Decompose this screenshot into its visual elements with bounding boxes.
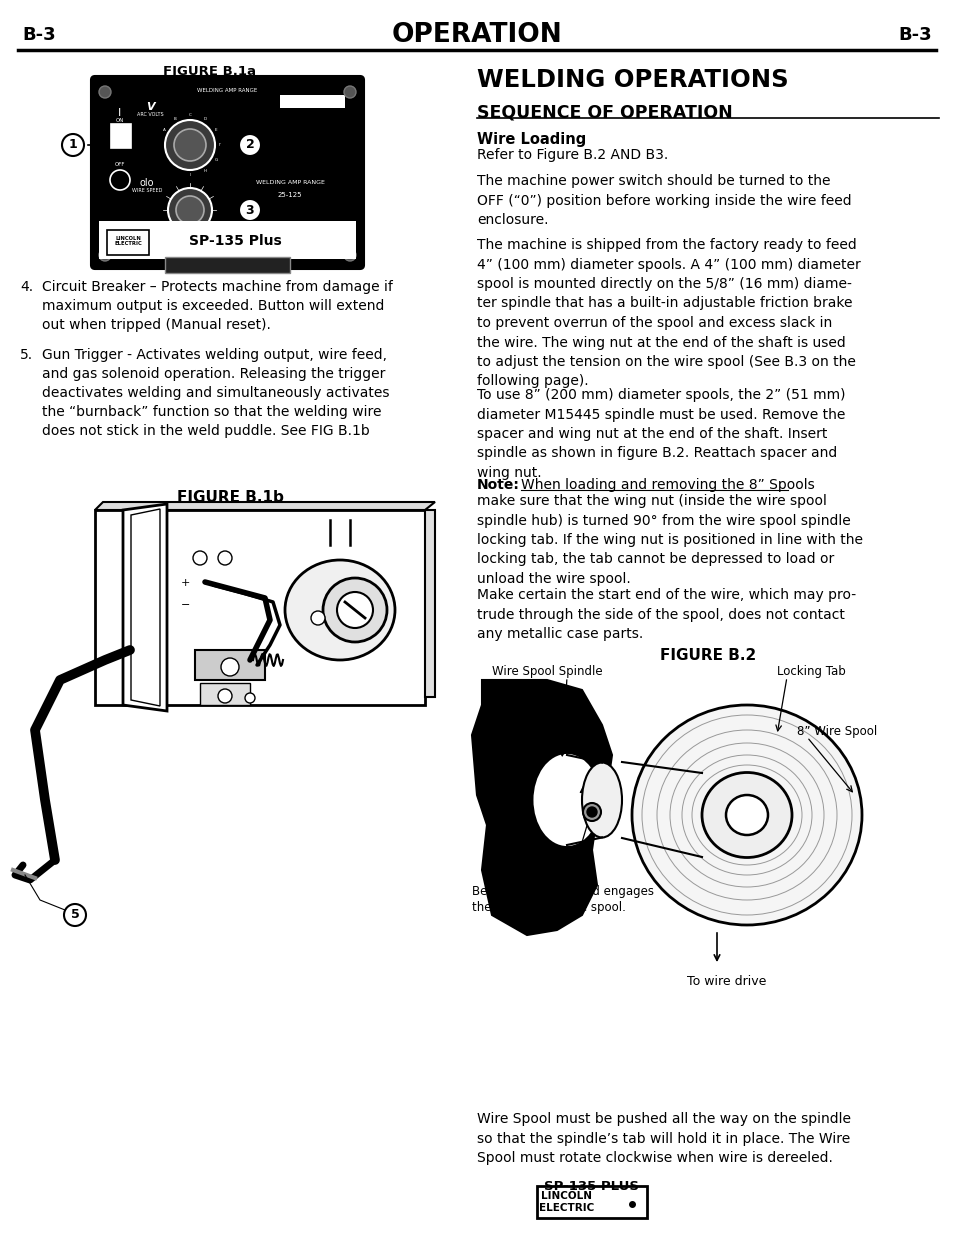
Bar xyxy=(107,230,149,254)
Circle shape xyxy=(336,592,373,629)
Polygon shape xyxy=(123,504,167,711)
Text: make sure that the wing nut (inside the wire spool
spindle hub) is turned 90° fr: make sure that the wing nut (inside the … xyxy=(476,494,862,585)
Text: FIGURE B.1a: FIGURE B.1a xyxy=(163,65,256,78)
Text: C: C xyxy=(189,112,192,117)
Text: 4.: 4. xyxy=(20,280,33,294)
Text: SP-135 Plus: SP-135 Plus xyxy=(189,233,281,248)
Polygon shape xyxy=(472,680,612,935)
Text: SEQUENCE OF OPERATION: SEQUENCE OF OPERATION xyxy=(476,103,732,121)
Circle shape xyxy=(586,806,597,818)
Text: olo: olo xyxy=(139,178,154,188)
Text: 3: 3 xyxy=(246,204,254,216)
Circle shape xyxy=(193,551,207,564)
Ellipse shape xyxy=(725,795,767,835)
Ellipse shape xyxy=(285,559,395,659)
Text: SP-135 PLUS: SP-135 PLUS xyxy=(544,1179,639,1193)
Ellipse shape xyxy=(581,762,621,837)
Text: OPERATION: OPERATION xyxy=(392,22,561,48)
Circle shape xyxy=(218,689,232,703)
Text: Circuit Breaker – Protects machine from damage if
maximum output is exceeded. Bu: Circuit Breaker – Protects machine from … xyxy=(42,280,393,332)
Text: Refer to Figure B.2 AND B3.: Refer to Figure B.2 AND B3. xyxy=(476,148,667,162)
Circle shape xyxy=(323,578,387,642)
Text: To wire drive: To wire drive xyxy=(686,974,766,988)
Text: B-3: B-3 xyxy=(898,26,931,44)
Text: Make certain the start end of the wire, which may pro-
trude through the side of: Make certain the start end of the wire, … xyxy=(476,588,855,641)
Circle shape xyxy=(62,135,84,156)
Circle shape xyxy=(239,135,261,156)
Bar xyxy=(200,683,250,705)
Text: Wire Spool must be pushed all the way on the spindle
so that the spindle’s tab w: Wire Spool must be pushed all the way on… xyxy=(476,1112,850,1165)
Circle shape xyxy=(99,86,111,98)
Ellipse shape xyxy=(631,705,862,925)
Circle shape xyxy=(344,86,355,98)
FancyBboxPatch shape xyxy=(91,77,364,269)
Text: I: I xyxy=(118,107,121,119)
Circle shape xyxy=(239,199,261,221)
Circle shape xyxy=(221,658,239,676)
Text: Wire Loading: Wire Loading xyxy=(476,132,586,147)
Text: V: V xyxy=(146,103,154,112)
Text: LINCOLN
ELECTRIC: LINCOLN ELECTRIC xyxy=(114,236,142,247)
Text: B-3: B-3 xyxy=(22,26,55,44)
Text: To use 8” (200 mm) diameter spools, the 2” (51 mm)
diameter M15445 spindle must : To use 8” (200 mm) diameter spools, the … xyxy=(476,388,844,480)
Text: 2: 2 xyxy=(245,138,254,152)
Circle shape xyxy=(99,249,111,261)
Text: LINCOLN
ELECTRIC: LINCOLN ELECTRIC xyxy=(538,1191,594,1213)
Text: The machine power switch should be turned to the
OFF (“0”) position before worki: The machine power switch should be turne… xyxy=(476,174,851,227)
Text: E: E xyxy=(214,128,217,132)
Circle shape xyxy=(110,170,130,190)
FancyBboxPatch shape xyxy=(95,510,424,705)
Circle shape xyxy=(175,196,204,224)
Text: 5.: 5. xyxy=(20,348,33,362)
Text: Gun Trigger - Activates welding output, wire feed,
and gas solenoid operation. R: Gun Trigger - Activates welding output, … xyxy=(42,348,389,437)
Bar xyxy=(194,650,265,680)
Text: WELDING OPERATIONS: WELDING OPERATIONS xyxy=(476,68,788,91)
Bar xyxy=(165,257,290,273)
Text: I: I xyxy=(190,173,191,177)
Circle shape xyxy=(311,611,325,625)
Text: −: − xyxy=(181,600,191,610)
Text: 5: 5 xyxy=(71,909,79,921)
Circle shape xyxy=(245,693,254,703)
Text: Locking Tab: Locking Tab xyxy=(776,664,845,678)
Text: G: G xyxy=(214,158,217,162)
Text: 1: 1 xyxy=(69,138,77,152)
Circle shape xyxy=(168,188,212,232)
Bar xyxy=(424,510,435,697)
Text: ON: ON xyxy=(115,119,124,124)
Circle shape xyxy=(218,551,232,564)
Circle shape xyxy=(344,249,355,261)
Text: H: H xyxy=(203,169,206,173)
Text: ARC VOLTS: ARC VOLTS xyxy=(136,112,163,117)
Text: F: F xyxy=(218,143,221,147)
Text: FIGURE B.2: FIGURE B.2 xyxy=(659,648,756,663)
Text: D: D xyxy=(203,117,207,121)
Text: WELDING AMP RANGE: WELDING AMP RANGE xyxy=(255,180,324,185)
Text: B: B xyxy=(173,117,176,121)
Text: OFF: OFF xyxy=(114,162,125,167)
Text: A: A xyxy=(162,128,165,132)
Bar xyxy=(111,124,131,148)
Circle shape xyxy=(64,904,86,926)
Text: 25-125: 25-125 xyxy=(277,191,302,198)
Circle shape xyxy=(173,128,206,161)
Polygon shape xyxy=(95,501,435,510)
Text: The machine is shipped from the factory ready to feed
4” (100 mm) diameter spool: The machine is shipped from the factory … xyxy=(476,238,860,389)
FancyBboxPatch shape xyxy=(537,1186,646,1218)
Text: WIRE SPEED: WIRE SPEED xyxy=(132,188,162,193)
Ellipse shape xyxy=(701,773,791,857)
Circle shape xyxy=(165,120,214,170)
Bar xyxy=(280,95,345,107)
Ellipse shape xyxy=(534,755,598,845)
Text: When loading and removing the 8” Spools: When loading and removing the 8” Spools xyxy=(520,478,814,492)
Text: +: + xyxy=(181,578,191,588)
Text: 8” Wire Spool: 8” Wire Spool xyxy=(796,725,877,739)
Circle shape xyxy=(582,803,600,821)
Text: FIGURE B.1b: FIGURE B.1b xyxy=(176,490,283,505)
Text: Note:: Note: xyxy=(476,478,519,492)
Text: WELDING AMP RANGE: WELDING AMP RANGE xyxy=(196,88,257,93)
Bar xyxy=(99,221,355,259)
Text: Be sure that this stud engages
the hole in the wire spool.: Be sure that this stud engages the hole … xyxy=(472,885,654,914)
Text: Wire Spool Spindle: Wire Spool Spindle xyxy=(492,664,602,678)
